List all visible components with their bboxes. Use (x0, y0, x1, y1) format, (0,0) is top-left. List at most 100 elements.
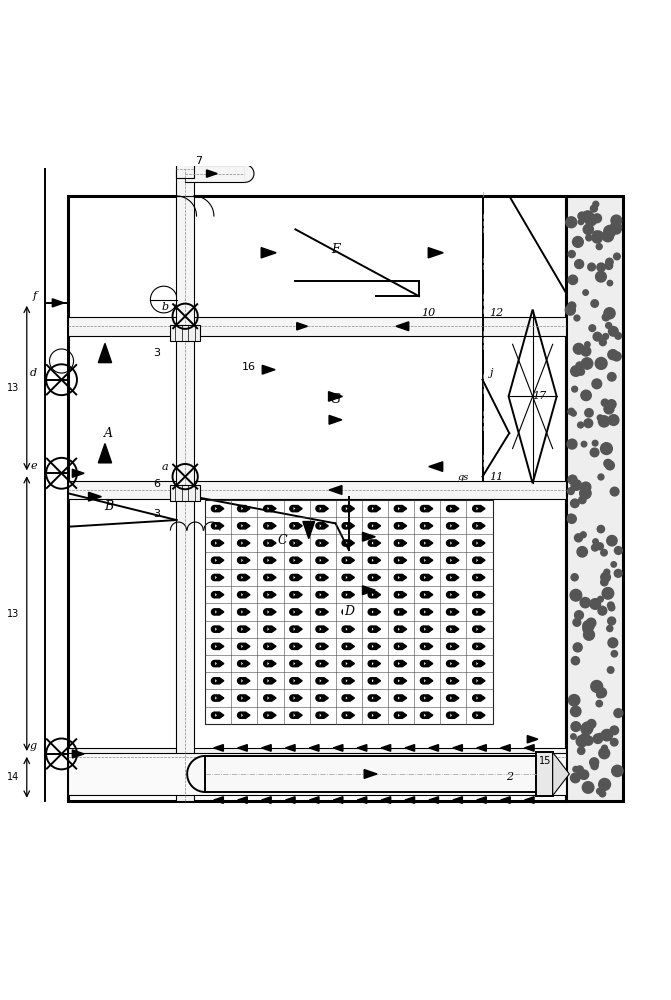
Polygon shape (262, 797, 271, 803)
Bar (68, 317, 566, 336)
Circle shape (585, 409, 593, 417)
Polygon shape (397, 678, 407, 684)
Polygon shape (319, 712, 328, 718)
Polygon shape (238, 574, 241, 581)
Polygon shape (342, 557, 345, 563)
Polygon shape (342, 695, 345, 701)
Polygon shape (264, 574, 267, 581)
Polygon shape (293, 695, 302, 701)
Circle shape (597, 733, 603, 739)
Circle shape (571, 574, 578, 581)
Circle shape (581, 390, 591, 401)
Polygon shape (293, 643, 302, 649)
Polygon shape (368, 695, 371, 701)
Polygon shape (476, 523, 485, 529)
Circle shape (613, 253, 620, 260)
Polygon shape (472, 712, 476, 718)
Circle shape (565, 305, 575, 315)
Circle shape (592, 214, 601, 223)
Text: 3: 3 (153, 348, 160, 358)
Circle shape (611, 215, 622, 226)
Polygon shape (333, 797, 343, 803)
Polygon shape (421, 506, 423, 512)
Polygon shape (214, 797, 223, 803)
Polygon shape (207, 170, 217, 177)
Polygon shape (423, 712, 433, 718)
Polygon shape (319, 643, 328, 649)
Circle shape (580, 733, 590, 743)
Polygon shape (476, 506, 485, 512)
Polygon shape (72, 469, 84, 477)
Polygon shape (267, 660, 276, 667)
Polygon shape (342, 712, 345, 718)
Text: f: f (33, 291, 37, 301)
Circle shape (610, 726, 619, 735)
Bar (566, 196, 623, 801)
Polygon shape (472, 540, 476, 546)
Text: 6: 6 (153, 479, 160, 489)
Circle shape (576, 362, 583, 369)
Polygon shape (290, 695, 293, 701)
Circle shape (578, 212, 586, 220)
Polygon shape (264, 592, 267, 598)
Polygon shape (371, 678, 380, 684)
Polygon shape (215, 660, 224, 667)
Polygon shape (395, 540, 397, 546)
Text: j: j (489, 368, 493, 378)
Circle shape (596, 700, 603, 707)
Polygon shape (345, 678, 354, 684)
Circle shape (580, 488, 591, 499)
Polygon shape (368, 574, 371, 581)
Polygon shape (316, 643, 319, 649)
Polygon shape (52, 299, 64, 307)
Circle shape (589, 325, 596, 331)
Polygon shape (397, 643, 407, 649)
Circle shape (581, 346, 590, 356)
Polygon shape (395, 523, 397, 529)
Circle shape (607, 280, 613, 286)
Text: g: g (30, 741, 37, 751)
Polygon shape (446, 695, 450, 701)
Text: 14: 14 (7, 772, 19, 782)
Polygon shape (423, 643, 433, 649)
Polygon shape (371, 523, 380, 529)
Polygon shape (397, 609, 407, 615)
Circle shape (587, 720, 596, 728)
Polygon shape (215, 678, 224, 684)
Circle shape (599, 790, 606, 797)
Bar (176, 169, 194, 196)
Polygon shape (319, 557, 328, 563)
Polygon shape (285, 745, 295, 751)
Polygon shape (241, 506, 250, 512)
Circle shape (570, 499, 579, 508)
Circle shape (605, 461, 615, 470)
Polygon shape (423, 506, 433, 512)
Polygon shape (238, 695, 241, 701)
Polygon shape (395, 557, 397, 563)
Bar (68, 481, 566, 499)
Polygon shape (395, 609, 397, 615)
Polygon shape (267, 609, 276, 615)
Polygon shape (423, 523, 433, 529)
Text: 3: 3 (153, 509, 160, 519)
Polygon shape (421, 626, 423, 632)
Polygon shape (472, 506, 476, 512)
Polygon shape (527, 736, 538, 743)
Polygon shape (342, 574, 345, 581)
Circle shape (570, 773, 580, 783)
Polygon shape (290, 643, 293, 649)
Polygon shape (476, 609, 485, 615)
Polygon shape (285, 797, 295, 803)
Polygon shape (211, 643, 215, 649)
Polygon shape (319, 592, 328, 598)
Polygon shape (381, 797, 391, 803)
Circle shape (580, 532, 586, 538)
Bar (536, 752, 553, 796)
Circle shape (593, 332, 602, 341)
Circle shape (574, 315, 580, 321)
Circle shape (592, 539, 599, 544)
Circle shape (608, 617, 615, 625)
Polygon shape (342, 660, 345, 667)
Text: 17: 17 (532, 391, 546, 401)
Polygon shape (368, 609, 371, 615)
